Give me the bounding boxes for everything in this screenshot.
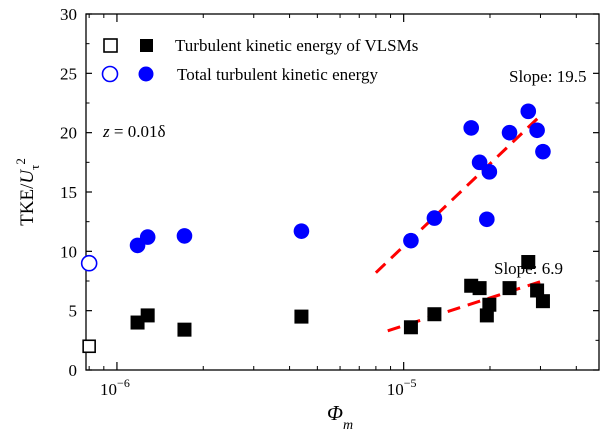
data-point-total — [501, 124, 518, 141]
data-point-vlsm — [530, 283, 545, 298]
data-point-vlsm — [472, 281, 487, 296]
legend-total-hollow-circle-icon — [101, 65, 119, 83]
y-tick-label: 10 — [60, 242, 77, 261]
y-tick-label: 20 — [60, 124, 77, 143]
slope-annotation-vlsm: Slope: 6.9 — [494, 259, 563, 278]
y-tick-label: 30 — [60, 5, 77, 24]
z-annotation: z = 0.01δ — [102, 122, 165, 141]
x-tick-label: 10−5 — [387, 376, 417, 399]
data-point-vlsm — [294, 309, 309, 324]
y-tick-label: 0 — [69, 361, 78, 380]
data-point-total — [529, 122, 545, 139]
data-point-vlsm — [427, 307, 442, 322]
data-point-total — [471, 154, 488, 171]
data-point-total — [463, 120, 480, 136]
y-tick-label: 25 — [60, 64, 77, 83]
data-point-vlsm — [177, 322, 192, 337]
data-point-vlsm — [479, 308, 494, 323]
y-tick-label: 5 — [69, 302, 78, 321]
y-axis-label: TKE/Uτ2 — [13, 158, 42, 226]
data-point-total — [535, 143, 551, 160]
legend-vlsm-filled-square-icon — [140, 39, 153, 52]
x-tick-label: 10−6 — [100, 376, 130, 399]
data-point-vlsm — [521, 255, 536, 270]
data-point-vlsm — [140, 308, 155, 323]
slope-annotation-total: Slope: 19.5 — [509, 67, 586, 86]
legend: Turbulent kinetic energy of VLSMs Total … — [101, 36, 418, 84]
fit-line-total — [374, 112, 544, 274]
data-point-vlsm — [535, 294, 550, 309]
data-point-hollow-vlsm — [82, 339, 96, 354]
y-tick-label: 15 — [60, 183, 77, 202]
legend-total-filled-circle-icon — [138, 66, 154, 82]
x-axis-label: Φm — [327, 401, 353, 433]
data-point-hollow-total — [80, 254, 98, 272]
data-point-total — [293, 223, 310, 239]
data-point-total — [139, 229, 156, 245]
data-point-total — [481, 164, 498, 180]
plot-area: 0 5 10 15 20 25 30 10−6 10−5 — [60, 5, 600, 399]
legend-vlsm-label: Turbulent kinetic energy of VLSMs — [175, 36, 418, 55]
data-point-vlsm — [482, 297, 497, 312]
data-point-total — [479, 211, 495, 228]
data-point-total — [520, 103, 537, 120]
data-point-vlsm — [502, 281, 517, 296]
data-point-total — [176, 228, 193, 244]
data-point-total — [403, 232, 419, 249]
data-point-total — [426, 210, 443, 226]
legend-vlsm-hollow-square-icon — [103, 38, 118, 53]
legend-total-label: Total turbulent kinetic energy — [177, 65, 379, 84]
data-point-vlsm — [403, 320, 418, 335]
